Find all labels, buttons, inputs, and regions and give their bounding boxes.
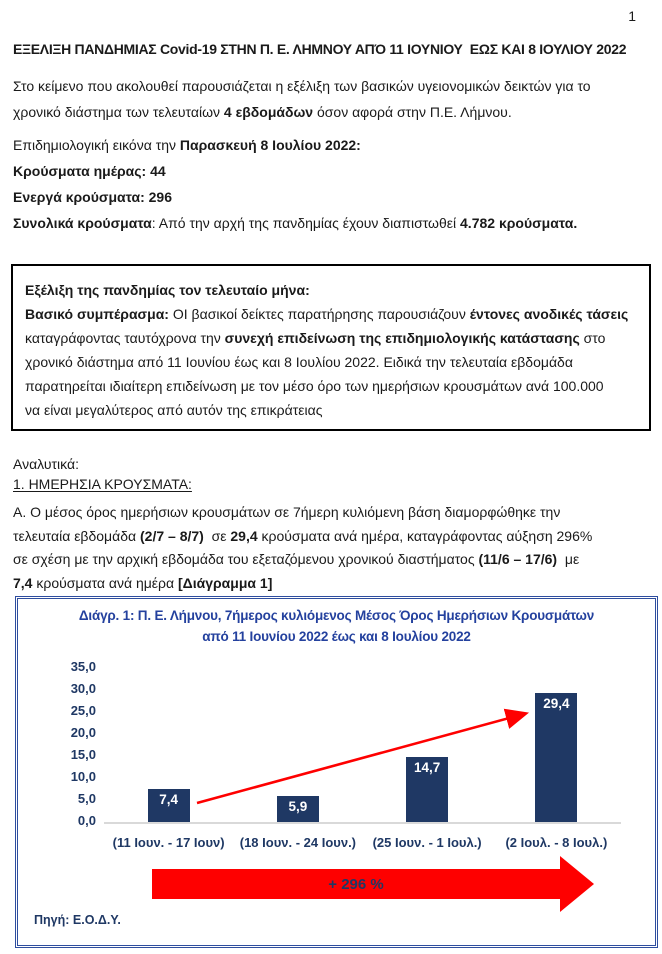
bar-data-label: 29,4 xyxy=(543,696,570,711)
chart-canvas: Διάγρ. 1: Π. Ε. Λήμνου, 7ήμερος κυλιόμεν… xyxy=(18,599,655,945)
snapshot-date-line: Επιδημιολογική εικόνα την Παρασκευή 8 Ιο… xyxy=(13,137,361,153)
bar-slot: 7,4 xyxy=(104,668,233,822)
x-axis-category-label: (18 Ιουν. - 24 Ιουν.) xyxy=(239,835,357,850)
bar-slot: 29,4 xyxy=(492,668,621,822)
daily-cases-paragraph: Α. Ο μέσος όρος ημερήσιων κρουσμάτων σε … xyxy=(13,501,592,595)
x-axis-category-label: (11 Ιουν. - 17 Ιουν) xyxy=(112,835,225,850)
chart-bar-week-3: 14,7 xyxy=(406,757,449,822)
y-axis-tick-label: 25,0 xyxy=(70,703,96,718)
x-axis-category-label: (25 Ιουν. - 1 Ιουλ.) xyxy=(372,835,482,850)
bar-slot: 14,7 xyxy=(363,668,492,822)
increase-arrow-icon: + 296 % xyxy=(152,856,594,912)
chart-source: Πηγή: Ε.Ο.Δ.Υ. xyxy=(34,913,121,927)
summary-box-heading: Εξέλιξη της πανδημίας τον τελευταίο μήνα… xyxy=(25,282,310,298)
text-line: χρονικό διάστημα των τελευταίων 4 εβδομά… xyxy=(13,104,512,120)
x-axis-labels: (11 Ιουν. - 17 Ιουν) (18 Ιουν. - 24 Ιουν… xyxy=(104,835,621,850)
chart-title: Διάγρ. 1: Π. Ε. Λήμνου, 7ήμερος κυλιόμεν… xyxy=(18,605,655,647)
text-line: Α. Ο μέσος όρος ημερήσιων κρουσμάτων σε … xyxy=(13,504,561,520)
y-axis-tick-label: 35,0 xyxy=(70,659,96,674)
chart-bar-week-4: 29,4 xyxy=(535,693,578,822)
chart-bar-week-2: 5,9 xyxy=(276,796,319,822)
y-axis-tick-label: 15,0 xyxy=(70,747,96,762)
y-axis: 35,0 30,0 25,0 20,0 15,0 10,0 5,0 0,0 xyxy=(48,659,96,828)
text-line: παρατηρείται ιδιαίτερη επιδείνωση με τον… xyxy=(25,378,604,394)
summary-box: Εξέλιξη της πανδημίας τον τελευταίο μήνα… xyxy=(11,264,651,431)
text-line: καταγράφοντας ταυτόχρονα την συνεχή επιδ… xyxy=(25,330,606,346)
bar-data-label: 5,9 xyxy=(288,799,308,814)
increase-percentage-label: + 296 % xyxy=(328,875,384,893)
y-axis-tick-label: 0,0 xyxy=(77,813,96,828)
y-axis-tick-label: 10,0 xyxy=(70,769,96,784)
x-axis-category-label: (2 Ιουλ. - 8 Ιουλ.) xyxy=(505,835,608,850)
text-line: σε σχέση με την αρχική εβδομάδα του εξετ… xyxy=(13,551,580,567)
chart-title-line-1: Διάγρ. 1: Π. Ε. Λήμνου, 7ήμερος κυλιόμεν… xyxy=(78,608,595,623)
text-line: Βασικό συμπέρασμα: ΟΙ βασικοί δείκτες πα… xyxy=(25,306,629,322)
chart-diagram-1: Διάγρ. 1: Π. Ε. Λήμνου, 7ήμερος κυλιόμεν… xyxy=(15,596,658,948)
y-axis-tick-label: 20,0 xyxy=(70,725,96,740)
y-axis-tick-label: 30,0 xyxy=(70,681,96,696)
plot-area: 7,4 5,9 14,7 29,4 xyxy=(104,668,621,822)
text-line: 7,4 κρούσματα ανά ημέρα [Διάγραμμα 1] xyxy=(13,574,273,591)
total-cases-line: Συνολικά κρούσματα: Από την αρχή της παν… xyxy=(13,215,578,231)
daily-cases-line: Κρούσματα ημέρας: 44 xyxy=(13,163,166,179)
chart-bar-week-1: 7,4 xyxy=(147,789,190,822)
text-line: να είναι μεγαλύτερος από αυτόν της επικρ… xyxy=(25,402,323,418)
intro-paragraph: Στο κείμενο που ακολουθεί παρουσιάζεται … xyxy=(13,73,591,125)
bar-slot: 5,9 xyxy=(233,668,362,822)
page-number: 1 xyxy=(628,8,636,24)
text-line: χρονικό διάστημα από 11 Ιουνίου έως και … xyxy=(25,354,573,370)
active-cases-line: Ενεργά κρούσματα: 296 xyxy=(13,189,173,205)
bar-data-label: 14,7 xyxy=(413,760,441,775)
chart-title-line-2: από 11 Ιουνίου 2022 έως και 8 Ιουλίου 20… xyxy=(202,629,471,644)
epidemiological-snapshot: Επιδημιολογική εικόνα την Παρασκευή 8 Ιο… xyxy=(13,132,577,236)
x-axis-line xyxy=(104,822,621,824)
section-heading-daily-cases: 1. ΗΜΕΡΗΣΙΑ ΚΡΟΥΣΜΑΤΑ: xyxy=(13,476,192,492)
bar-data-label: 7,4 xyxy=(159,792,179,807)
y-axis-tick-label: 5,0 xyxy=(77,791,96,806)
text-line: Στο κείμενο που ακολουθεί παρουσιάζεται … xyxy=(13,78,591,94)
text-line: τελευταία εβδομάδα (2/7 – 8/7) σε 29,4 κ… xyxy=(13,527,593,544)
document-title: ΕΞΕΛΙΞΗ ΠΑΝΔΗΜΙΑΣ Covid-19 ΣΤΗΝ Π. Ε. ΛΗ… xyxy=(13,41,627,57)
analysis-label: Αναλυτικά: xyxy=(13,456,79,472)
